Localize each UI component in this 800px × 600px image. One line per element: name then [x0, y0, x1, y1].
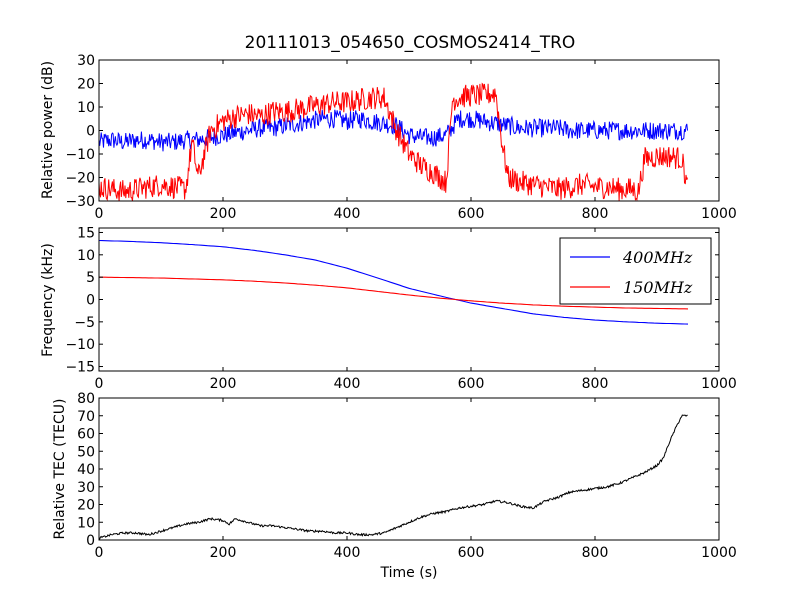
- frequency-xtick-label: 400: [334, 376, 361, 392]
- tec-ytick-label: 60: [77, 427, 95, 443]
- frequency-ytick-label: −10: [65, 337, 95, 353]
- tec-panel: Relative TEC (TECU) Time (s) 0 200 400 600 8…: [52, 391, 737, 581]
- legend-label-400mhz: 400MHz: [622, 248, 693, 267]
- power-series-1-line: [99, 82, 688, 201]
- frequency-xtick-label: 1000: [701, 376, 737, 392]
- tec-ytick-label: 30: [77, 480, 95, 496]
- frequency-xtick-label: 200: [210, 376, 237, 392]
- tec-ytick-label: 70: [77, 409, 95, 425]
- power-ytick-label: −30: [65, 194, 95, 210]
- power-xtick-label: 0: [95, 206, 104, 222]
- tec-ytick-label: 10: [77, 515, 95, 531]
- power-series-0-line: [99, 109, 688, 152]
- tec-ytick-label: 0: [86, 533, 95, 549]
- power-ylabel: Relative power (dB): [40, 61, 56, 199]
- frequency-xtick-label: 800: [582, 376, 609, 392]
- frequency-ytick-label: 10: [77, 248, 95, 264]
- power-xtick-label: 400: [334, 206, 361, 222]
- frequency-ytick-label: 15: [77, 225, 95, 241]
- legend-label-150mhz: 150MHz: [623, 278, 693, 297]
- frequency-xtick-label: 600: [458, 376, 485, 392]
- frequency-ylabel: Frequency (kHz): [40, 243, 56, 357]
- legend-box: [559, 237, 712, 305]
- frequency-series-400mhz-line: [99, 239, 689, 325]
- power-ytick-label: 30: [77, 53, 95, 69]
- tec-series-0-line: [99, 414, 688, 540]
- frequency-xtick-label: 0: [95, 376, 104, 392]
- figure-title: 20111013_054650_COSMOS2414_TRO: [245, 33, 576, 53]
- power-ytick-label: −10: [65, 147, 95, 163]
- power-panel: Relative power (dB) 0 200 400 600 800 1000−30…: [40, 53, 737, 222]
- power-xtick-label: 200: [210, 206, 237, 222]
- power-ytick-label: 0: [86, 124, 95, 140]
- tec-xtick-label: 1000: [701, 545, 737, 561]
- frequency-ytick-label: −5: [74, 315, 95, 331]
- power-xtick-label: 600: [458, 206, 485, 222]
- frequency-ytick-label: 0: [86, 293, 95, 309]
- tec-xtick-label: 200: [210, 545, 237, 561]
- frequency-series-150mhz-line: [99, 276, 689, 310]
- frequency-panel: Frequency (kHz) 0 200 400 600 800 1000 −15 −10 −…: [40, 225, 737, 392]
- tec-ytick-label: 20: [77, 498, 95, 514]
- tec-xlabel: Time (s): [380, 565, 438, 581]
- tec-xtick-label: 0: [95, 545, 104, 561]
- tec-xtick-label: 400: [334, 545, 361, 561]
- power-xtick-label: 800: [582, 206, 609, 222]
- frequency-ytick-label: 5: [86, 270, 95, 286]
- power-ytick-label: 10: [77, 100, 95, 116]
- tec-ytick-label: 50: [77, 444, 95, 460]
- tec-xtick-label: 600: [458, 545, 485, 561]
- frequency-ytick-label: −15: [65, 360, 95, 376]
- power-ytick-label: −20: [65, 171, 95, 187]
- tec-ytick-label: 80: [77, 391, 95, 407]
- power-xtick-label: 1000: [701, 206, 737, 222]
- tec-xtick-label: 800: [582, 545, 609, 561]
- power-ytick-label: 20: [77, 77, 95, 93]
- tec-ylabel: Relative TEC (TECU): [52, 399, 68, 540]
- tec-ytick-label: 40: [77, 462, 95, 478]
